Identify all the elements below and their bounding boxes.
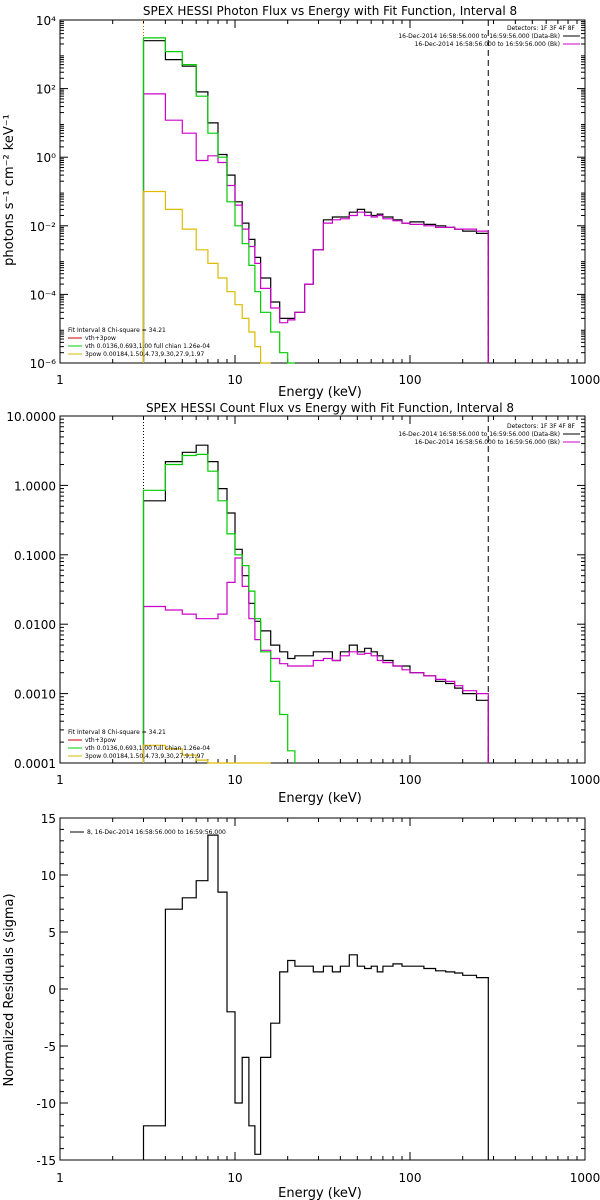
x-tick-label: 10	[227, 773, 242, 787]
plot-frame	[59, 415, 586, 764]
x-tick-label: 1	[56, 773, 64, 787]
series-line-3pow	[142, 744, 271, 764]
y-tick-label: 15	[41, 812, 56, 826]
plot-frame	[59, 817, 586, 1161]
legend-entry-data-bk: 16-Dec-2014 16:58:56.000 to 16:59:56.000…	[398, 431, 560, 438]
x-tick-label: 1	[56, 373, 64, 387]
x-axis-label: Energy (keV)	[278, 385, 362, 400]
x-tick-label: 100	[399, 773, 422, 787]
series-line-8-16-dec-2014-16-58-	[142, 834, 489, 1160]
fit-legend-vth: vth 0.0136,0.693,1.00 full chian 1.26e-0…	[85, 745, 210, 752]
y-tick-label: 10⁻⁴	[30, 288, 57, 302]
fit-legend-3pow: 3pow 0.00184,1.50,4.73,9.30,27.9,1.97	[85, 351, 204, 358]
y-tick-label: 10²	[36, 83, 56, 97]
panel-count-flux: SPEX HESSI Count Flux vs Energy with Fit…	[6, 401, 600, 806]
series-line-3pow	[142, 190, 271, 364]
legend-header: Detectors: 1F 3F 4F 8F	[507, 423, 576, 430]
panel-residuals: 15 10 5 0 -5 -10 -15 1 10 100 1000 8, 16-Dec-2014…	[2, 812, 600, 1200]
y-tick-label: 0	[48, 983, 56, 997]
chart-title: SPEX HESSI Photon Flux vs Energy with Fi…	[143, 4, 517, 18]
y-tick-label: -5	[44, 1040, 56, 1054]
y-tick-label: 0.1000	[14, 549, 56, 563]
y-tick-label: -15	[36, 1154, 56, 1168]
x-tick-label: 100	[399, 373, 422, 387]
legend-top-right: Detectors: 1F 3F 4F 8F 16-Dec-2014 16:58…	[398, 423, 580, 446]
x-tick-label: 1000	[570, 1171, 600, 1185]
series-line-bk	[142, 557, 489, 763]
y-tick-label: 10⁻²	[30, 220, 57, 234]
y-tick-label: 10.0000	[6, 410, 56, 424]
y-axis-label: Normalized Residuals (sigma)	[2, 893, 17, 1086]
series-line-vth	[142, 37, 295, 364]
y-tick-label: 0.0100	[14, 618, 56, 632]
x-tick-label: 1	[56, 1171, 64, 1185]
legend-entry-bk: 16-Dec-2014 16:58:56.000 to 16:59:56.000…	[415, 439, 560, 446]
fit-legend-header: Fit Interval 8 Chi-square = 34.21	[68, 729, 166, 736]
y-tick-label: 1.0000	[14, 479, 56, 493]
x-tick-label: 10	[227, 1171, 242, 1185]
chart-title: SPEX HESSI Count Flux vs Energy with Fit…	[146, 401, 514, 415]
legend-bottom-left: Fit Interval 8 Chi-square = 34.21 vth+3p…	[68, 327, 210, 358]
fit-legend-vth3pow: vth+3pow	[85, 737, 116, 744]
legend-bottom-left: Fit Interval 8 Chi-square = 34.21 vth+3p…	[68, 729, 210, 760]
residual-legend-text: 8, 16-Dec-2014 16:58:56.000 to 16:59:56.…	[87, 829, 226, 836]
y-tick-label: -10	[36, 1097, 56, 1111]
fit-legend-header: Fit Interval 8 Chi-square = 34.21	[68, 327, 166, 334]
legend-entry-data-bk: 16-Dec-2014 16:58:56.000 to 16:59:56.000…	[398, 33, 560, 40]
x-axis-label: Energy (keV)	[278, 1186, 362, 1200]
series-line-bk	[142, 93, 489, 363]
legend-entry-bk: 16-Dec-2014 16:58:56.000 to 16:59:56.000…	[415, 41, 560, 48]
x-tick-label: 100	[399, 1171, 422, 1185]
series-line-data-bk	[142, 444, 489, 763]
y-tick-label: 10⁰	[36, 151, 56, 165]
y-tick-label: 10⁴	[36, 14, 56, 28]
fit-legend-vth: vth 0.0136,0.693,1.00 full chian 1.26e-0…	[85, 343, 210, 350]
legend-header: Detectors: 1F 3F 4F 8F	[507, 25, 576, 32]
series-line-data-bk	[142, 40, 489, 363]
x-tick-label: 10	[227, 373, 242, 387]
x-tick-label: 1000	[570, 373, 600, 387]
y-tick-label: 0.0001	[14, 757, 56, 771]
y-tick-label: 10⁻⁶	[30, 357, 57, 371]
series-line-vth	[142, 453, 296, 763]
y-axis-label: photons s⁻¹ cm⁻² keV⁻¹	[2, 114, 17, 266]
x-tick-label: 1000	[570, 773, 600, 787]
fit-legend-3pow: 3pow 0.00184,1.50,4.73,9.30,27.9,1.97	[85, 753, 204, 760]
legend-top-right: Detectors: 1F 3F 4F 8F 16-Dec-2014 16:58…	[398, 25, 580, 48]
x-axis-label: Energy (keV)	[278, 791, 362, 806]
residual-legend: 8, 16-Dec-2014 16:58:56.000 to 16:59:56.…	[70, 829, 226, 836]
y-tick-label: 10	[41, 869, 56, 883]
panel-photon-flux: SPEX HESSI Photon Flux vs Energy with Fi…	[2, 4, 600, 400]
plot-frame	[59, 19, 586, 364]
fit-legend-vth3pow: vth+3pow	[85, 335, 116, 342]
y-tick-label: 0.0010	[14, 688, 56, 702]
y-tick-label: 5	[48, 926, 56, 940]
